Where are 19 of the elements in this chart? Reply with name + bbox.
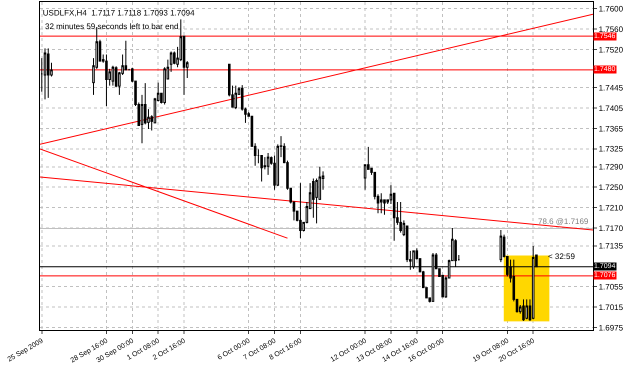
y-tick-label: 1.7170 — [598, 224, 624, 233]
text: 32 minutes 59 seconds left to bar end — [45, 22, 178, 31]
y-tick-label: 1.7250 — [598, 182, 624, 192]
text: USDLFX,H4 1.7117 1.7118 1.7093 1.7094 — [42, 8, 196, 18]
y-tick-label: 1.6975 — [598, 323, 624, 332]
y-tick-label: 1.7210 — [598, 203, 624, 212]
annotation: < 32:59 — [548, 252, 576, 261]
y-tick-label: 1.7135 — [598, 242, 624, 251]
y-tick-label: 1.7015 — [598, 302, 624, 312]
y-tick-label: 1.7560 — [598, 24, 624, 34]
y-tick-label: 1.7055 — [598, 282, 624, 292]
y-tick-label: 1.7405 — [598, 104, 624, 113]
y-tick-label: 1.7600 — [598, 4, 624, 14]
annotation: 78.6 @1.7169 — [538, 217, 589, 226]
y-tick-label: 1.7290 — [598, 162, 624, 172]
y-tick-label: 1.7325 — [598, 144, 624, 154]
y-tick-label: 1.7445 — [598, 84, 624, 92]
y-tick-label: 1.7520 — [598, 45, 624, 54]
y-tick-label: 1.7365 — [598, 124, 624, 134]
